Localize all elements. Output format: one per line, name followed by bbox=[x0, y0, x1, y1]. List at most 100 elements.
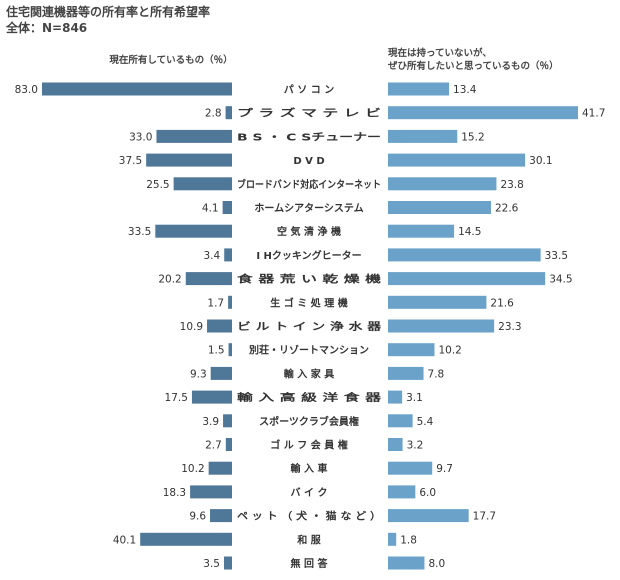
right-series-label-line2: ぜひ所有したいと思っているもの（％） bbox=[388, 61, 559, 72]
right-bar bbox=[388, 366, 424, 380]
right-bar bbox=[388, 390, 403, 404]
left-value-label: 2.8 bbox=[205, 108, 222, 120]
left-value-label: 37.5 bbox=[119, 155, 142, 167]
right-value-label: 8.0 bbox=[428, 558, 445, 570]
left-value-label: 1.5 bbox=[208, 345, 225, 357]
left-bar bbox=[210, 509, 232, 523]
left-bar bbox=[207, 319, 232, 333]
right-bar bbox=[388, 272, 546, 286]
right-value-label: 6.0 bbox=[419, 487, 436, 499]
category-label: ペ ッ ト （ 犬 ・ 猫 な ど ） bbox=[237, 510, 381, 523]
right-bar bbox=[388, 319, 495, 333]
right-value-label: 41.7 bbox=[582, 108, 605, 120]
right-value-label: 30.1 bbox=[529, 155, 552, 167]
left-bar bbox=[225, 106, 232, 120]
left-bar bbox=[173, 177, 232, 191]
right-series-label-line1: 現在は持っていないが、 bbox=[388, 48, 492, 59]
right-bar bbox=[388, 201, 491, 214]
left-value-label: 33.5 bbox=[128, 226, 151, 238]
right-bar bbox=[388, 153, 526, 167]
left-bar bbox=[228, 295, 232, 309]
category-label: B S ・ C Sチューナー bbox=[237, 131, 381, 143]
category-label: プ ラ ズ マ テ レ ビ bbox=[237, 107, 381, 120]
right-bar bbox=[388, 438, 403, 451]
chart-title: 住宅関連機器等の所有率と所有希望率 bbox=[6, 5, 211, 19]
category-label: ブロードバンド対応インターネット bbox=[237, 178, 381, 191]
category-label: 食 器 荒 い 乾 燥 機 bbox=[235, 273, 381, 286]
right-bar bbox=[388, 461, 433, 475]
left-bar bbox=[208, 461, 232, 475]
left-bar bbox=[223, 414, 232, 428]
right-value-label: 7.8 bbox=[428, 368, 445, 380]
category-label: 無 回 答 bbox=[291, 557, 329, 570]
left-series-label: 現在所有しているもの（％） bbox=[109, 55, 233, 66]
right-value-label: 5.4 bbox=[417, 416, 434, 428]
left-bar bbox=[185, 272, 232, 286]
right-value-label: 17.7 bbox=[473, 511, 496, 523]
category-label: 和 服 bbox=[296, 533, 321, 546]
right-value-label: 3.1 bbox=[406, 392, 423, 404]
left-value-label: 3.4 bbox=[204, 250, 221, 262]
category-label: 生 ゴ ミ 処 理 機 bbox=[270, 296, 347, 309]
category-label: パ ソ コ ン bbox=[284, 84, 334, 96]
right-value-label: 1.8 bbox=[400, 534, 417, 546]
right-value-label: 3.2 bbox=[407, 440, 424, 452]
left-value-label: 10.9 bbox=[180, 321, 203, 333]
category-label: 別荘・リゾートマンション bbox=[248, 344, 369, 357]
right-bar bbox=[388, 82, 450, 96]
left-value-label: 4.1 bbox=[202, 203, 219, 215]
right-bar bbox=[388, 509, 469, 523]
right-value-label: 23.8 bbox=[500, 179, 523, 191]
left-value-label: 9.3 bbox=[190, 368, 207, 380]
left-bar bbox=[156, 129, 232, 143]
right-bar bbox=[388, 177, 497, 191]
category-label: ゴ ル フ 会 員 権 bbox=[270, 439, 347, 452]
right-bar bbox=[388, 556, 425, 570]
chart-subtitle: 全体：N=846 bbox=[6, 21, 88, 35]
right-bar bbox=[388, 343, 435, 357]
left-bar bbox=[146, 153, 232, 167]
left-bar bbox=[190, 485, 232, 499]
category-label: D V D bbox=[293, 156, 324, 167]
category-label: バ イ ク bbox=[291, 487, 328, 499]
right-value-label: 21.6 bbox=[490, 297, 514, 309]
left-value-label: 40.1 bbox=[113, 534, 136, 546]
left-bar bbox=[210, 366, 232, 380]
left-value-label: 10.2 bbox=[181, 463, 204, 475]
left-bar bbox=[140, 532, 232, 546]
category-label: 輸 入 高 級 洋 食 器 bbox=[237, 391, 383, 404]
right-bar bbox=[388, 248, 541, 262]
left-value-label: 20.2 bbox=[158, 274, 181, 286]
left-bar bbox=[42, 82, 232, 96]
category-label: スポーツクラブ会員権 bbox=[259, 415, 359, 428]
left-bar bbox=[228, 343, 232, 357]
right-bar bbox=[388, 106, 578, 120]
left-value-label: 18.3 bbox=[163, 487, 186, 499]
right-bar bbox=[388, 129, 458, 143]
left-value-label: 3.9 bbox=[202, 416, 219, 428]
right-value-label: 34.5 bbox=[549, 274, 572, 286]
left-value-label: 3.5 bbox=[203, 558, 220, 570]
right-bar bbox=[388, 295, 487, 309]
category-label: ホームシアターシステム bbox=[254, 203, 363, 215]
left-bar bbox=[223, 556, 232, 570]
left-value-label: 25.5 bbox=[146, 179, 169, 191]
left-bar bbox=[155, 224, 232, 238]
left-value-label: 83.0 bbox=[15, 84, 38, 96]
left-value-label: 33.0 bbox=[129, 131, 152, 143]
category-label: I Hクッキングヒーター bbox=[256, 249, 361, 262]
right-value-label: 33.5 bbox=[545, 250, 568, 262]
category-label: 輸 入 車 bbox=[291, 462, 328, 475]
left-bar bbox=[224, 248, 232, 262]
category-label: 空 気 清 浄 機 bbox=[277, 225, 341, 238]
right-value-label: 13.4 bbox=[453, 84, 477, 96]
left-bar bbox=[225, 438, 232, 451]
right-value-label: 9.7 bbox=[436, 463, 453, 475]
category-label: 輸 入 家 具 bbox=[284, 367, 334, 380]
left-value-label: 9.6 bbox=[189, 511, 206, 523]
right-series-label: 現在は持っていないが、 ぜひ所有したいと思っているもの（％） bbox=[388, 47, 620, 73]
left-value-label: 2.7 bbox=[205, 440, 222, 452]
right-value-label: 14.5 bbox=[458, 226, 481, 238]
left-value-label: 17.5 bbox=[165, 392, 188, 404]
